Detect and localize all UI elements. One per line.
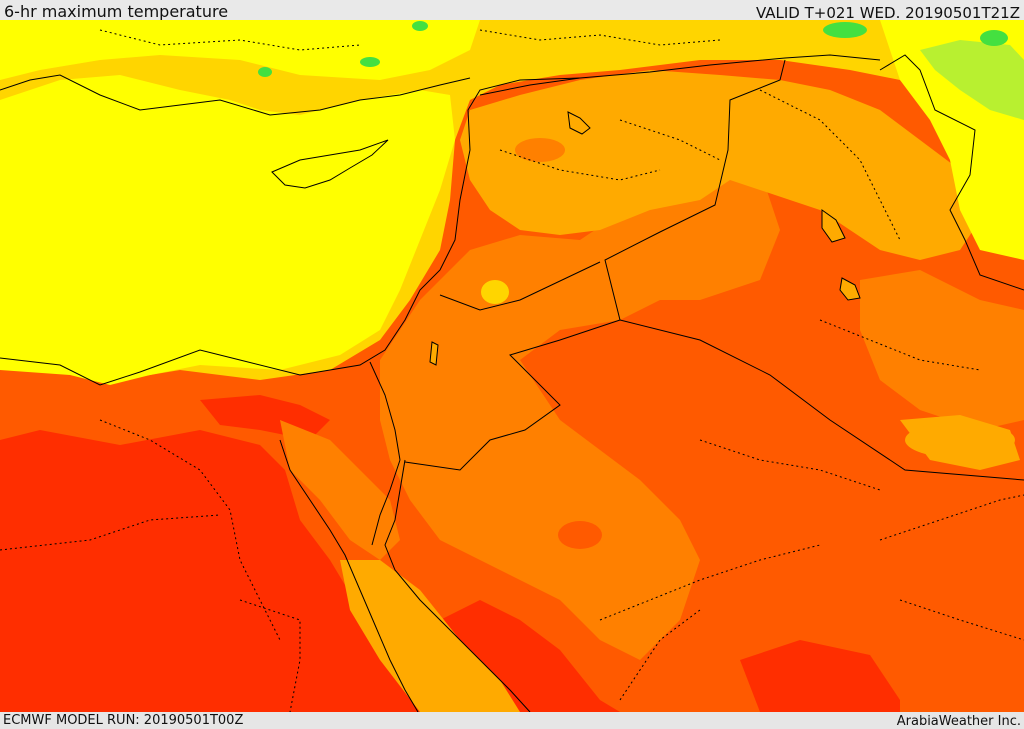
field-blob-4 — [558, 521, 602, 549]
model-run-label: ECMWF MODEL RUN: 20190501T00Z — [3, 713, 244, 728]
border-iraq-iran — [879, 54, 1024, 291]
field-red-egypt — [0, 430, 420, 712]
temperature-map[interactable] — [0, 20, 1024, 712]
credit-label: ArabiaWeather Inc. — [896, 714, 1021, 729]
coastline-levant — [0, 77, 581, 386]
field-yellow-mediterranean — [0, 75, 455, 385]
field-blob-3 — [515, 138, 565, 162]
coastline-red-sea-west — [279, 439, 419, 712]
field-green-spot-5 — [258, 67, 272, 77]
temperature-map-svg — [0, 20, 1024, 712]
field-green-spot-2 — [823, 22, 867, 38]
field-orange-levant — [380, 160, 780, 660]
field-light-green-caucasus — [920, 40, 1024, 120]
coastline-gulf-aqaba — [371, 459, 401, 546]
border-turkey-syria — [479, 54, 881, 96]
field-blob-5 — [780, 585, 840, 615]
field-orange-sinai — [280, 420, 400, 560]
border-syria-iraq — [604, 59, 786, 321]
valid-time-label: VALID T+021 WED. 20190501T21Z — [755, 4, 1020, 22]
field-blob-1 — [905, 422, 1015, 458]
map-header: 6-hr maximum temperature VALID T+021 WED… — [0, 0, 1024, 22]
border-jordan-syria — [439, 261, 601, 311]
map-footer: ECMWF MODEL RUN: 20190501T00Z ArabiaWeat… — [0, 712, 1024, 729]
border-iraq-saudi — [619, 319, 1024, 481]
field-red-arabia-south — [740, 640, 900, 712]
border-egypt-israel — [369, 361, 401, 461]
field-orange-iraq — [860, 270, 1024, 430]
admin-boundaries — [0, 29, 1024, 712]
lake-1 — [567, 111, 591, 135]
lake-2 — [821, 209, 846, 243]
field-orange-redsea-coast — [340, 560, 520, 712]
cyprus-outline — [271, 139, 389, 189]
dead-sea — [429, 341, 439, 366]
field-green-spot-3 — [412, 21, 428, 31]
field-light-orange-syria — [460, 70, 980, 260]
field-green-spot-1 — [980, 30, 1008, 46]
coastline-turkey-south — [0, 74, 471, 116]
lake-3 — [839, 277, 861, 301]
field-green-spot-4 — [360, 57, 380, 67]
coastline-red-sea-east — [384, 459, 531, 712]
map-title: 6-hr maximum temperature — [4, 2, 229, 21]
field-blob-2 — [481, 280, 509, 304]
border-jordan-saudi — [404, 319, 621, 471]
